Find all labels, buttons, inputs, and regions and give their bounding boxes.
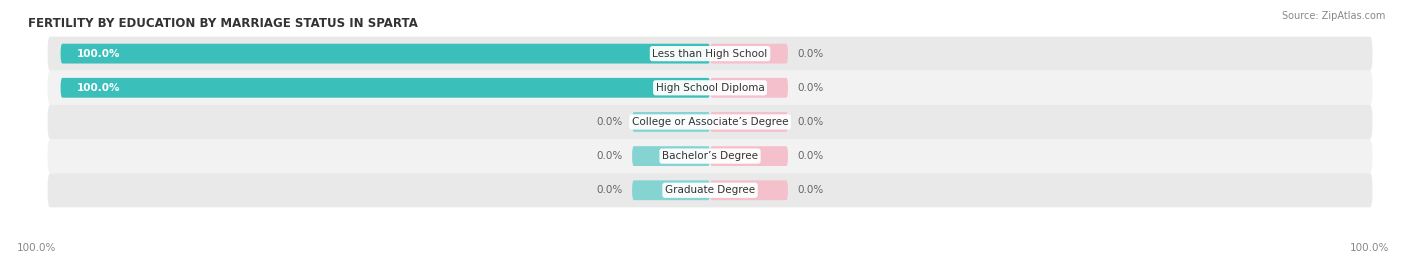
Text: High School Diploma: High School Diploma (655, 83, 765, 93)
Text: 0.0%: 0.0% (596, 185, 623, 195)
Text: 100.0%: 100.0% (17, 243, 56, 253)
FancyBboxPatch shape (633, 112, 710, 132)
FancyBboxPatch shape (710, 112, 787, 132)
Text: Graduate Degree: Graduate Degree (665, 185, 755, 195)
FancyBboxPatch shape (48, 173, 1372, 207)
Text: 0.0%: 0.0% (596, 151, 623, 161)
FancyBboxPatch shape (48, 71, 1372, 105)
FancyBboxPatch shape (710, 146, 787, 166)
Text: 0.0%: 0.0% (797, 83, 824, 93)
FancyBboxPatch shape (60, 78, 710, 98)
FancyBboxPatch shape (633, 180, 710, 200)
Text: 0.0%: 0.0% (797, 151, 824, 161)
Text: 100.0%: 100.0% (1350, 243, 1389, 253)
Text: 100.0%: 100.0% (77, 83, 121, 93)
Text: 100.0%: 100.0% (77, 49, 121, 59)
Text: FERTILITY BY EDUCATION BY MARRIAGE STATUS IN SPARTA: FERTILITY BY EDUCATION BY MARRIAGE STATU… (28, 17, 418, 29)
Text: Bachelor’s Degree: Bachelor’s Degree (662, 151, 758, 161)
Text: Less than High School: Less than High School (652, 49, 768, 59)
FancyBboxPatch shape (710, 78, 787, 98)
FancyBboxPatch shape (710, 180, 787, 200)
FancyBboxPatch shape (633, 146, 710, 166)
FancyBboxPatch shape (710, 44, 787, 64)
Text: 0.0%: 0.0% (797, 117, 824, 127)
Text: 0.0%: 0.0% (797, 185, 824, 195)
FancyBboxPatch shape (60, 44, 710, 64)
Text: 0.0%: 0.0% (797, 49, 824, 59)
FancyBboxPatch shape (48, 139, 1372, 173)
Text: College or Associate’s Degree: College or Associate’s Degree (631, 117, 789, 127)
FancyBboxPatch shape (48, 105, 1372, 139)
Text: Source: ZipAtlas.com: Source: ZipAtlas.com (1281, 11, 1385, 21)
Text: 0.0%: 0.0% (596, 117, 623, 127)
FancyBboxPatch shape (48, 36, 1372, 71)
